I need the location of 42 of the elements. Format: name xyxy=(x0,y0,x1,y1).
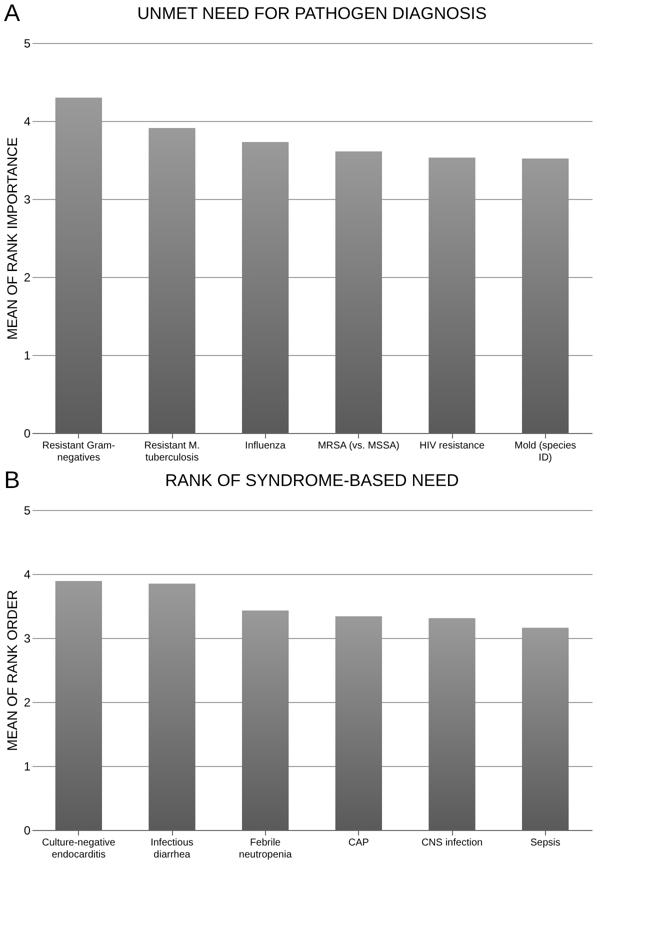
y-tick-label: 0 xyxy=(24,824,31,838)
x-tick-label: Resistant Gram-negatives xyxy=(42,440,116,464)
bar xyxy=(522,628,569,830)
y-tick-label: 5 xyxy=(24,504,31,518)
y-tick-label: 4 xyxy=(24,114,31,128)
chart-title: RANK OF SYNDROME-BASED NEED xyxy=(165,471,459,490)
text: B xyxy=(4,467,20,495)
y-tick-label: 3 xyxy=(24,192,31,206)
y-tick-label: 2 xyxy=(24,270,31,284)
x-tick-label: Resistant M. tuberculosis xyxy=(144,440,200,464)
x-tick-label: CAP xyxy=(348,838,370,848)
bar xyxy=(242,142,289,433)
text: A xyxy=(4,0,20,28)
x-tick-label: Mold (species ID) xyxy=(514,440,576,464)
bar xyxy=(148,128,196,433)
x-tick-label: Culture-negative endocarditis xyxy=(42,838,116,860)
bar xyxy=(522,158,569,433)
bar xyxy=(55,98,102,433)
chart-title: UNMET NEED FOR PATHOGEN DIAGNOSIS xyxy=(137,4,487,23)
bar xyxy=(428,618,476,830)
bar xyxy=(335,616,382,830)
bar xyxy=(55,581,102,830)
x-tick-label: Sepsis xyxy=(530,838,560,848)
bar xyxy=(242,610,289,830)
y-axis-title: MEAN OF RANK ORDER xyxy=(4,590,20,752)
x-tick-label: MRSA (vs. MSSA) xyxy=(318,440,400,452)
y-tick-label: 1 xyxy=(24,760,31,774)
y-tick-label: 3 xyxy=(24,632,31,646)
y-tick-label: 1 xyxy=(24,348,31,362)
y-tick-label: 5 xyxy=(24,36,31,50)
x-tick-label: Influenza xyxy=(245,440,286,452)
x-tick-label: CNS infection xyxy=(421,838,483,848)
x-tick-label: HIV resistance xyxy=(419,440,485,452)
y-tick-label: 2 xyxy=(24,696,31,710)
y-tick-label: 4 xyxy=(24,568,31,582)
bar xyxy=(428,158,476,433)
bar xyxy=(148,584,196,830)
x-tick-label: Infectious diarrhea xyxy=(150,838,194,860)
bar xyxy=(335,151,382,433)
y-axis-title: MEAN OF RANK IMPORTANCE xyxy=(4,137,20,340)
x-tick-label: Febrile neutropenia xyxy=(238,838,292,860)
y-tick-label: 0 xyxy=(24,426,31,440)
